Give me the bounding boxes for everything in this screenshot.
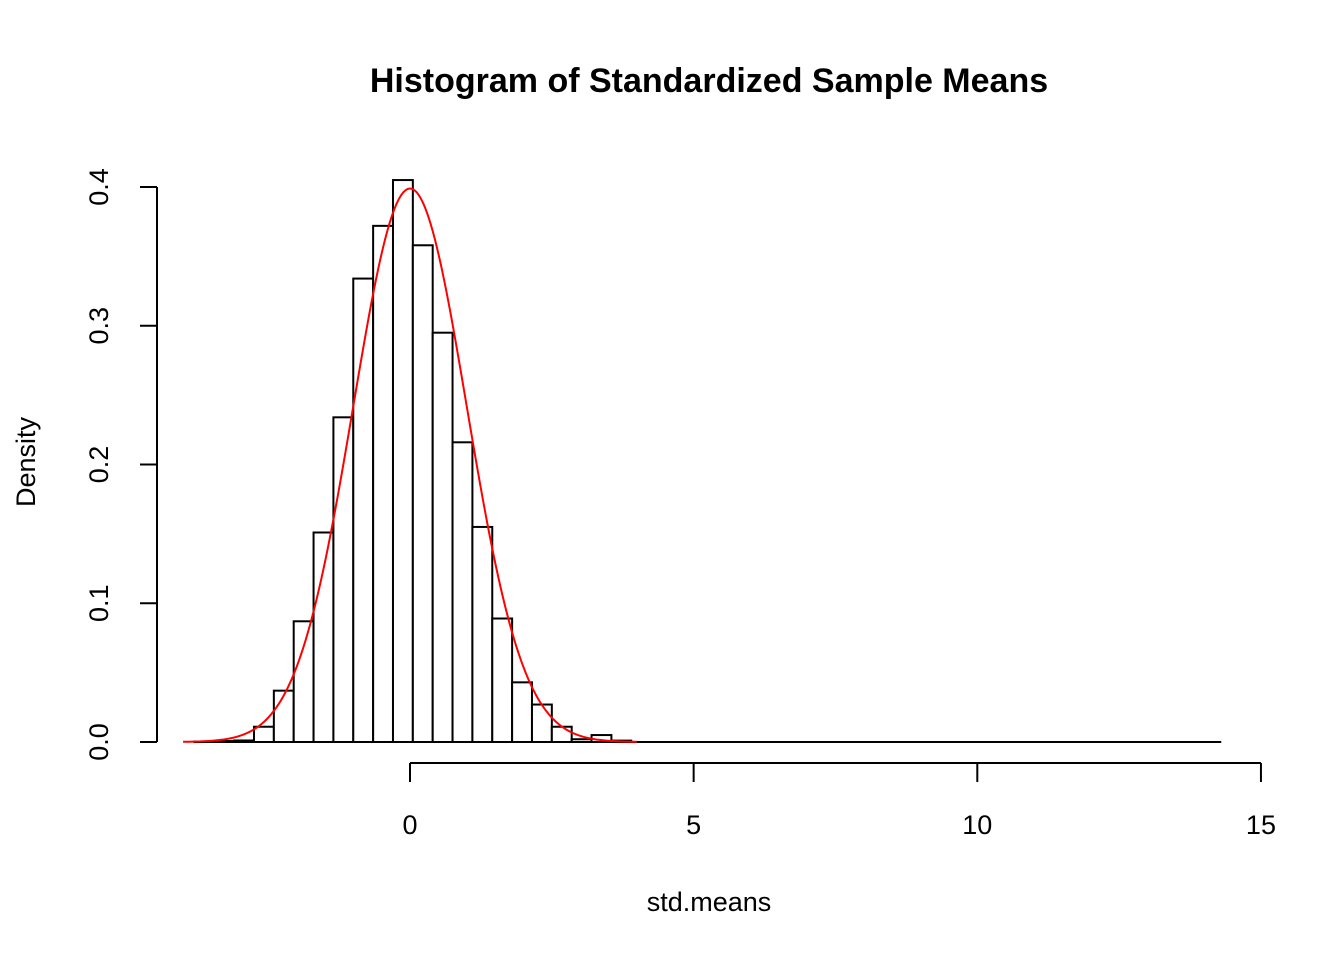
y-tick-label-4: 0.4 xyxy=(84,168,114,206)
histogram-bar-13 xyxy=(451,441,474,743)
histogram-bars xyxy=(193,179,1222,744)
x-tick-label-1: 5 xyxy=(686,810,701,840)
histogram-bar-18 xyxy=(550,725,573,743)
histogram-bar-16 xyxy=(511,681,533,744)
histogram-bar-4 xyxy=(272,689,295,743)
histogram-bar-11 xyxy=(411,244,434,743)
y-tick-label-3: 0.3 xyxy=(84,307,114,345)
histogram-bar-17 xyxy=(530,703,553,743)
histogram-bar-9 xyxy=(372,224,394,744)
y-tick-label-0: 0.0 xyxy=(84,723,114,761)
x-axis: 0 5 10 15 xyxy=(402,762,1276,840)
histogram-bar-14 xyxy=(471,525,494,743)
x-tick-label-0: 0 xyxy=(402,810,417,840)
y-axis: 0.0 0.1 0.2 0.3 0.4 xyxy=(84,168,158,761)
y-tick-label-2: 0.2 xyxy=(84,446,114,484)
x-tick-label-2: 10 xyxy=(962,810,992,840)
chart-title: Histogram of Standardized Sample Means xyxy=(370,62,1048,100)
histogram-bar-12 xyxy=(431,331,454,743)
x-axis-label: std.means xyxy=(647,887,772,917)
histogram-bar-15 xyxy=(491,617,514,744)
histogram-bar-10 xyxy=(391,179,414,743)
histogram-bar-3 xyxy=(252,725,275,743)
y-tick-label-1: 0.1 xyxy=(84,584,114,622)
histogram-bar-5 xyxy=(292,620,315,743)
y-axis-label: Density xyxy=(11,416,41,507)
x-tick-label-3: 15 xyxy=(1246,810,1276,840)
histogram-bar-6 xyxy=(312,531,335,743)
normal-density-curve xyxy=(183,187,637,743)
